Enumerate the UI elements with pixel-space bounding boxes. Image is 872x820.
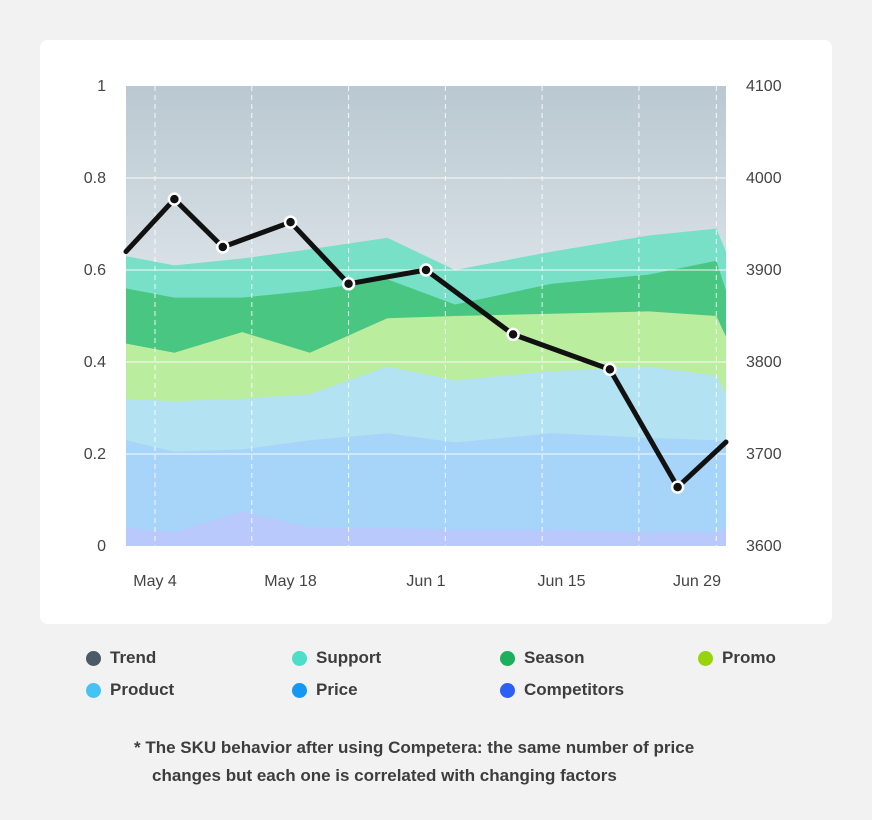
product-dot-icon <box>86 682 101 698</box>
legend-item-trend: Trend <box>86 648 156 668</box>
legend-item-season: Season <box>500 648 584 668</box>
price-point <box>283 215 298 229</box>
price-line <box>123 196 729 490</box>
price-point <box>419 263 433 277</box>
y-right-tick-label: 3900 <box>746 262 782 279</box>
legend: Trend Support Season Promo Product Price… <box>86 648 846 712</box>
price-point <box>603 362 617 377</box>
x-tick-label: May 4 <box>133 573 177 590</box>
legend-label-price: Price <box>316 680 358 699</box>
area-competitors <box>126 511 726 546</box>
legend-item-support: Support <box>292 648 381 668</box>
price-point <box>167 192 182 206</box>
season-dot-icon <box>500 650 515 666</box>
y-left-tick-label: 0.8 <box>84 170 106 187</box>
legend-label-competitors: Competitors <box>524 680 625 699</box>
y-right-tick-label: 3800 <box>746 354 782 371</box>
x-tick-label: Jun 29 <box>673 573 721 590</box>
legend-label-season: Season <box>524 648 585 667</box>
stacked-area-chart: 0 0.2 0.4 0.6 0.8 1 3600 3700 3800 3900 4000 4100 Ma… <box>84 78 782 590</box>
y-left-tick-label: 0.6 <box>84 262 106 279</box>
footnote-line-2: changes but each one is correlated with … <box>152 766 617 785</box>
legend-label-product: Product <box>110 680 175 699</box>
price-point <box>670 480 685 494</box>
chart-card: 0 0.2 0.4 0.6 0.8 1 3600 3700 3800 3900 4000 4100 Ma… <box>40 40 832 624</box>
footnote-line-1: * The SKU behavior after using Competera… <box>134 738 695 757</box>
y-left-tick-label: 1 <box>97 78 106 95</box>
legend-item-promo: Promo <box>698 648 776 668</box>
price-point <box>341 277 356 291</box>
y-right-tick-label: 3600 <box>746 538 782 555</box>
price-point <box>216 240 230 254</box>
x-tick-label: Jun 15 <box>537 573 585 590</box>
trend-dot-icon <box>86 650 101 666</box>
x-tick-label: Jun 1 <box>406 573 445 590</box>
legend-item-price: Price <box>292 680 358 700</box>
area-price <box>126 433 726 546</box>
price-dot-icon <box>292 682 307 698</box>
support-dot-icon <box>292 650 307 666</box>
y-right-tick-label: 4100 <box>746 78 782 95</box>
x-tick-label: May 18 <box>264 573 317 590</box>
y-left-tick-label: 0.2 <box>84 446 106 463</box>
promo-dot-icon <box>698 650 713 666</box>
legend-item-competitors: Competitors <box>500 680 624 700</box>
footnote: * The SKU behavior after using Competera… <box>134 734 774 790</box>
competitors-dot-icon <box>500 682 515 698</box>
y-right-tick-label: 3700 <box>746 446 782 463</box>
y-left-tick-label: 0.4 <box>84 354 106 371</box>
legend-label-trend: Trend <box>110 648 157 667</box>
price-point <box>506 327 520 342</box>
legend-item-product: Product <box>86 680 174 700</box>
legend-label-promo: Promo <box>722 648 776 667</box>
y-left-tick-label: 0 <box>97 538 106 555</box>
legend-label-support: Support <box>316 648 382 667</box>
y-right-tick-label: 4000 <box>746 170 782 187</box>
